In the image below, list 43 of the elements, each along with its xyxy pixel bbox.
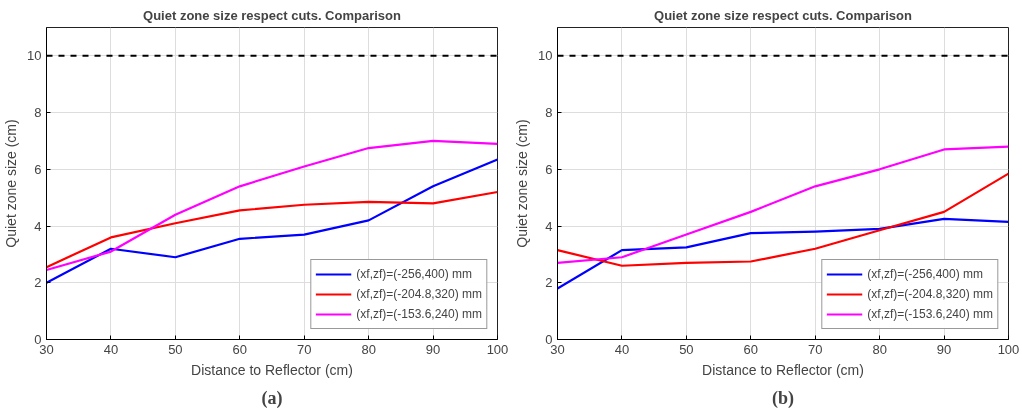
x-tick-label: 80	[872, 341, 887, 357]
y-tick-label: 8	[34, 105, 42, 121]
line-series	[557, 145, 1009, 265]
line-series	[557, 172, 1009, 267]
x-tick-label: 100	[486, 341, 509, 357]
x-axis-title: Distance to Reflector (cm)	[191, 361, 353, 378]
x-tick-label: 40	[614, 341, 630, 357]
x-tick-label: 80	[361, 341, 376, 357]
x-tick-label: 50	[168, 341, 183, 357]
x-axis-title: Distance to Reflector (cm)	[702, 361, 864, 378]
x-tick-label: 70	[807, 341, 823, 357]
line-series	[557, 217, 1009, 290]
y-axis-title: Quiet zone size (cm)	[514, 119, 531, 248]
x-tick-label: 60	[743, 341, 759, 357]
chart-title: Quiet zone size respect cuts. Comparison	[654, 7, 913, 23]
y-tick-label: 8	[545, 105, 553, 121]
legend-label: (xf,zf)=(-153.6,240) mm	[867, 307, 993, 321]
text: (a)	[261, 387, 283, 409]
legend-label: (xf,zf)=(-204.8,320) mm	[356, 287, 482, 301]
legend-label: (xf,zf)=(-153.6,240) mm	[356, 307, 482, 321]
x-tick-label: 60	[232, 341, 248, 357]
chart-title: Quiet zone size respect cuts. Comparison	[143, 7, 402, 23]
y-tick-label: 6	[34, 161, 42, 177]
legend-label: (xf,zf)=(-256,400) mm	[867, 267, 983, 281]
y-tick-label: 4	[34, 218, 42, 234]
y-tick-label: 10	[27, 48, 42, 64]
x-tick-label: 90	[425, 341, 441, 357]
text: (b)	[772, 387, 795, 409]
y-tick-label: 6	[545, 161, 553, 177]
legend-label: (xf,zf)=(-256,400) mm	[356, 267, 472, 281]
line-series	[46, 158, 498, 284]
x-tick-label: 40	[103, 341, 119, 357]
x-tick-label: 70	[296, 341, 312, 357]
y-tick-label: 2	[545, 275, 553, 291]
x-tick-label: 50	[679, 341, 694, 357]
y-tick-label: 2	[34, 275, 42, 291]
legend-label: (xf,zf)=(-204.8,320) mm	[867, 287, 993, 301]
line-series	[46, 190, 498, 269]
x-tick-label: 100	[997, 341, 1020, 357]
y-axis-title: Quiet zone size (cm)	[3, 119, 20, 248]
y-tick-label: 10	[538, 48, 553, 64]
y-tick-label: 4	[545, 218, 553, 234]
x-tick-label: 90	[936, 341, 952, 357]
